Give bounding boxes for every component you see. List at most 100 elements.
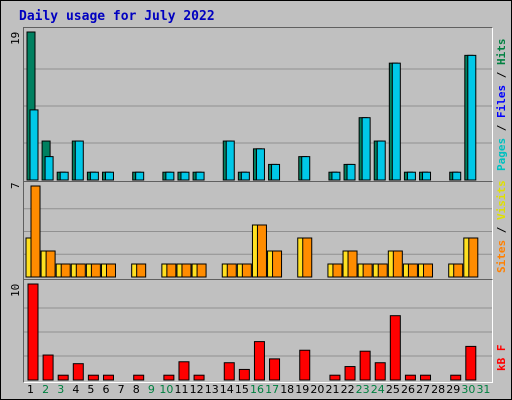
- bar-kb-f-3: [57, 374, 69, 381]
- kbytes-chart: [24, 283, 492, 381]
- bar-kb-f-5: [87, 374, 99, 381]
- x-tick-label: 25: [385, 383, 400, 396]
- x-tick-label: 27: [416, 383, 431, 396]
- bar-sites-23: [362, 263, 373, 278]
- bar-kb-f-30: [465, 345, 477, 381]
- x-axis: 1 2 3 4 5 6 7 8 9 10 11 12 13 14 15 16 17 18 19 20 21 22 23 24 2…: [23, 383, 491, 399]
- bar-sites-24: [377, 263, 388, 278]
- bar-sites-29: [453, 263, 464, 278]
- bar-sites-3: [60, 263, 71, 278]
- bar-kb-f-16: [253, 341, 265, 381]
- legend-files: Files: [495, 84, 508, 118]
- x-tick-label: 4: [72, 383, 80, 396]
- hits-legend: Pages / Files / Hits: [495, 39, 508, 172]
- bar-files-10: [165, 171, 175, 181]
- bar-sites-19: [302, 237, 313, 278]
- bar-kb-f-15: [238, 368, 250, 381]
- x-tick-label: 1: [27, 383, 35, 396]
- legend-sep-3: /: [495, 220, 508, 240]
- bar-sites-27: [423, 263, 434, 278]
- x-tick-label: 21: [325, 383, 340, 396]
- bar-sites-26: [407, 263, 418, 278]
- x-tick-label: 28: [431, 383, 446, 396]
- bar-kb-f-6: [102, 374, 114, 381]
- bar-sites-2: [45, 250, 56, 278]
- legend-sep-1: /: [495, 118, 508, 138]
- bar-sites-30: [468, 237, 479, 278]
- hits-chart: [24, 31, 492, 181]
- bar-files-22: [346, 163, 356, 181]
- bar-kb-f-1: [27, 283, 39, 381]
- bar-kb-f-17: [269, 358, 281, 381]
- bar-sites-5: [90, 263, 101, 278]
- bar-kb-f-24: [374, 362, 386, 381]
- bar-sites-16: [256, 224, 267, 278]
- visits-panel: [23, 181, 493, 280]
- bar-kb-f-26: [404, 374, 416, 381]
- x-tick-label: 6: [102, 383, 110, 396]
- x-tick-label: 7: [117, 383, 125, 396]
- bar-kb-f-4: [72, 363, 84, 381]
- bar-kb-f-25: [389, 315, 401, 381]
- bar-files-12: [195, 171, 205, 181]
- bar-sites-4: [75, 263, 86, 278]
- chart-title: Daily usage for July 2022: [19, 9, 215, 24]
- bar-kb-f-8: [133, 374, 145, 381]
- bar-sites-17: [272, 250, 283, 278]
- bar-files-11: [180, 171, 190, 181]
- x-tick-label: 12: [189, 383, 204, 396]
- x-tick-label: 3: [57, 383, 65, 396]
- x-tick-label: 24: [370, 383, 385, 396]
- bar-files-2: [44, 156, 54, 181]
- visits-ymax-label: 7: [9, 182, 22, 189]
- x-tick-label: 31: [476, 383, 491, 396]
- bar-files-25: [391, 62, 401, 181]
- bar-files-3: [59, 171, 69, 181]
- bar-files-8: [135, 171, 145, 181]
- bar-kb-f-11: [178, 361, 190, 381]
- legend-hits: Hits: [495, 38, 508, 66]
- kbytes-legend: kB F: [495, 345, 508, 372]
- bar-sites-22: [347, 250, 358, 278]
- bar-kb-f-27: [420, 374, 432, 381]
- legend-sites: Sites: [495, 239, 508, 273]
- kbytes-ymax-label: 10: [9, 283, 22, 297]
- bar-kb-f-21: [329, 374, 341, 381]
- bar-kb-f-23: [359, 350, 371, 381]
- bar-sites-10: [166, 263, 177, 278]
- bar-sites-1: [30, 185, 41, 278]
- bar-files-23: [361, 117, 371, 181]
- bar-kb-f-12: [193, 374, 205, 381]
- bar-files-15: [240, 171, 250, 181]
- x-tick-label: 13: [204, 383, 219, 396]
- bar-sites-21: [332, 263, 343, 278]
- bar-files-6: [104, 171, 114, 181]
- legend-kbytes: kB F: [495, 344, 508, 372]
- bar-files-4: [74, 140, 84, 181]
- legend-pages: Pages: [495, 137, 508, 171]
- bar-files-1: [29, 109, 39, 181]
- bar-kb-f-2: [42, 354, 54, 381]
- bar-sites-12: [196, 263, 207, 278]
- x-tick-label: 8: [132, 383, 140, 396]
- x-tick-label: 18: [280, 383, 295, 396]
- bar-files-24: [376, 140, 386, 181]
- bar-files-26: [406, 171, 416, 181]
- bar-files-21: [331, 171, 341, 181]
- visits-chart: [24, 185, 492, 278]
- bar-files-19: [301, 156, 311, 181]
- bar-files-5: [89, 171, 99, 181]
- bar-files-14: [225, 140, 235, 181]
- bar-sites-6: [105, 263, 116, 278]
- hits-panel: [23, 27, 493, 183]
- x-tick-label: 16: [250, 383, 264, 396]
- bar-kb-f-10: [163, 374, 175, 381]
- x-tick-label: 19: [295, 383, 310, 396]
- x-tick-label: 9: [147, 383, 155, 396]
- hits-ymax-label: 19: [9, 31, 22, 45]
- bar-sites-25: [392, 250, 403, 278]
- legend-visits: Visits: [495, 180, 508, 220]
- bar-files-17: [271, 163, 281, 181]
- bar-files-16: [255, 148, 265, 181]
- kbytes-panel: [23, 279, 493, 383]
